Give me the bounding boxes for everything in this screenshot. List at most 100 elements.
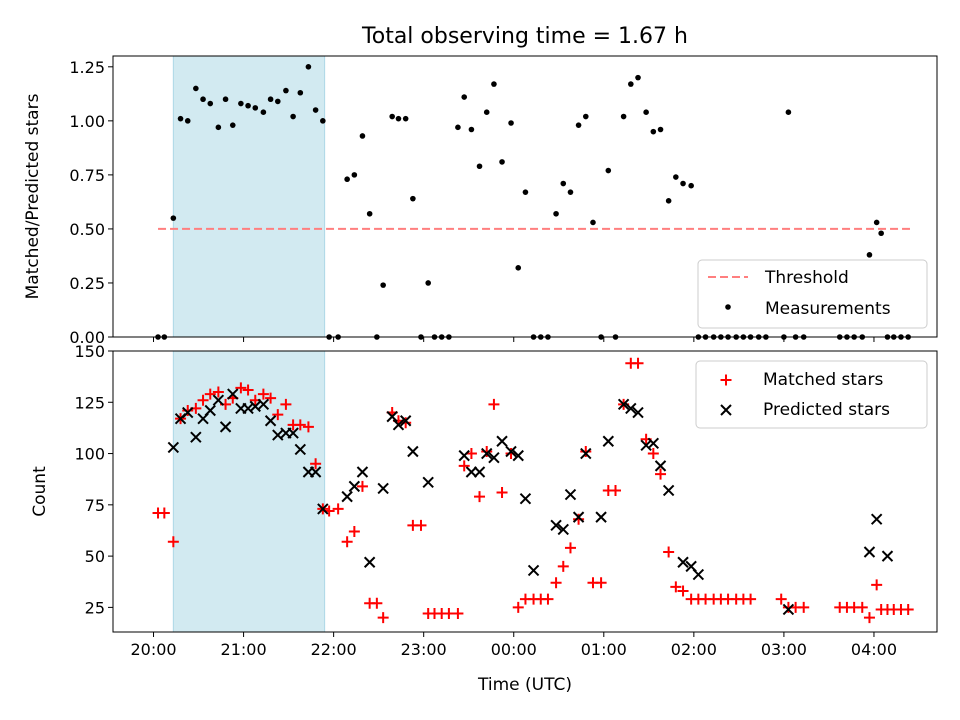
measurement-point: [359, 133, 366, 139]
predicted-star-point: [557, 523, 569, 536]
x-axis-label: Time (UTC): [477, 675, 572, 695]
y-tick-label: 0.75: [69, 166, 105, 185]
predicted-star-point: [167, 441, 180, 454]
measurement-point: [193, 85, 199, 92]
measurement-point: [590, 219, 596, 226]
predicted-star-point: [287, 427, 299, 439]
matched-star-point: [204, 388, 216, 400]
measurement-point: [785, 109, 792, 115]
matched-star-point: [580, 446, 592, 458]
predicted-star-point: [863, 546, 876, 558]
legend-threshold-label: Threshold: [764, 268, 849, 288]
measurement-point: [312, 107, 319, 113]
measurement-point: [402, 115, 409, 122]
predicted-star-point: [662, 484, 675, 497]
predicted-star-point: [617, 398, 630, 411]
predicted-star-point: [257, 398, 270, 411]
matched-star-point: [745, 593, 757, 605]
predicted-star-point: [782, 603, 795, 616]
predicted-star-point: [519, 492, 532, 505]
matched-star-point: [610, 484, 622, 496]
matched-star-point: [265, 392, 277, 404]
measurement-point: [252, 105, 259, 111]
measurement-point: [567, 189, 574, 195]
predicted-star-point: [481, 447, 493, 460]
measurement-point: [200, 96, 206, 103]
y-tick-label: 0.00: [69, 328, 105, 347]
predicted-star-point: [527, 564, 540, 577]
matched-star-point: [902, 603, 914, 615]
predicted-star-point: [219, 421, 232, 433]
measurement-point: [305, 64, 312, 70]
matched-star-point: [871, 579, 883, 591]
predicted-star-point: [640, 439, 652, 452]
matched-star-point: [310, 458, 322, 470]
measurement-point: [635, 74, 641, 81]
y-tick-label: 75: [85, 496, 105, 515]
matched-star-point: [542, 593, 554, 605]
legend-predicted-label: Predicted stars: [763, 400, 890, 420]
matched-star-point: [272, 409, 284, 421]
measurement-point: [499, 159, 505, 165]
predicted-star-point: [317, 503, 329, 515]
ratio-panel: 0.00 0.25 0.50 0.75 1.00 1.25 Matched/Predict…: [23, 55, 938, 347]
measurement-point: [688, 182, 694, 189]
matched-star-point: [458, 460, 470, 472]
matched-star-point: [377, 612, 389, 624]
matched-star-point: [257, 388, 269, 400]
predicted-star-point: [407, 445, 419, 458]
x-tick-label: 04:00: [851, 640, 897, 659]
shaded-span: [173, 56, 325, 337]
measurement-point: [222, 96, 229, 103]
matched-star-point: [595, 577, 607, 589]
measurement-point: [351, 172, 358, 178]
measurement-point: [643, 109, 649, 115]
shaded-span: [173, 351, 325, 632]
legend-matched-label: Matched stars: [763, 370, 883, 390]
predicted-star-point: [190, 431, 202, 443]
predicted-star-point: [356, 466, 369, 478]
predicted-star-point: [625, 402, 637, 415]
matched-star-point: [550, 577, 562, 589]
predicted-star-point: [512, 449, 524, 462]
predicted-star-point: [272, 429, 284, 441]
legend-predicted-swatch: [720, 404, 732, 416]
predicted-star-point: [249, 400, 261, 413]
matched-star-point: [505, 448, 517, 460]
x-tick-label: 22:00: [311, 640, 357, 659]
predicted-star-point: [182, 406, 194, 419]
matched-star-point: [182, 404, 194, 416]
matched-star-point: [632, 357, 644, 369]
y-tick-label: 50: [85, 547, 105, 566]
measurement-point: [275, 98, 281, 105]
matched-star-point: [212, 386, 224, 398]
x-tick-label: 20:00: [130, 640, 176, 659]
measurement-point: [177, 115, 184, 122]
measurement-point: [522, 189, 529, 195]
matched-star-point: [677, 585, 689, 597]
measurement-point: [238, 100, 244, 107]
predicted-star-point: [341, 490, 353, 503]
matched-star-point: [481, 446, 493, 458]
count-x-axis: 20:00 21:00 22:00 23:00 00:00 01:00 02:00 03:00…: [130, 632, 897, 659]
matched-star-point: [371, 597, 383, 609]
measurement-point: [245, 102, 251, 109]
measurement-point: [866, 252, 873, 258]
measurement-point: [320, 118, 326, 124]
matched-star-point: [280, 398, 292, 410]
matched-star-point: [647, 448, 659, 460]
legend-box: [697, 259, 928, 329]
ratio-y-label: Matched/Predicted stars: [23, 93, 43, 299]
predicted-star-point: [692, 568, 705, 581]
y-tick-label: 0.25: [69, 274, 105, 293]
matched-star-point: [670, 581, 682, 593]
matched-star-point: [294, 419, 306, 431]
matched-star-point: [452, 608, 464, 620]
measurement-point: [468, 126, 475, 133]
matched-star-point: [302, 421, 314, 433]
measurement-point: [229, 122, 236, 128]
matched-star-point: [356, 480, 368, 492]
legend-box: [695, 360, 928, 429]
x-tick-label: 01:00: [581, 640, 627, 659]
